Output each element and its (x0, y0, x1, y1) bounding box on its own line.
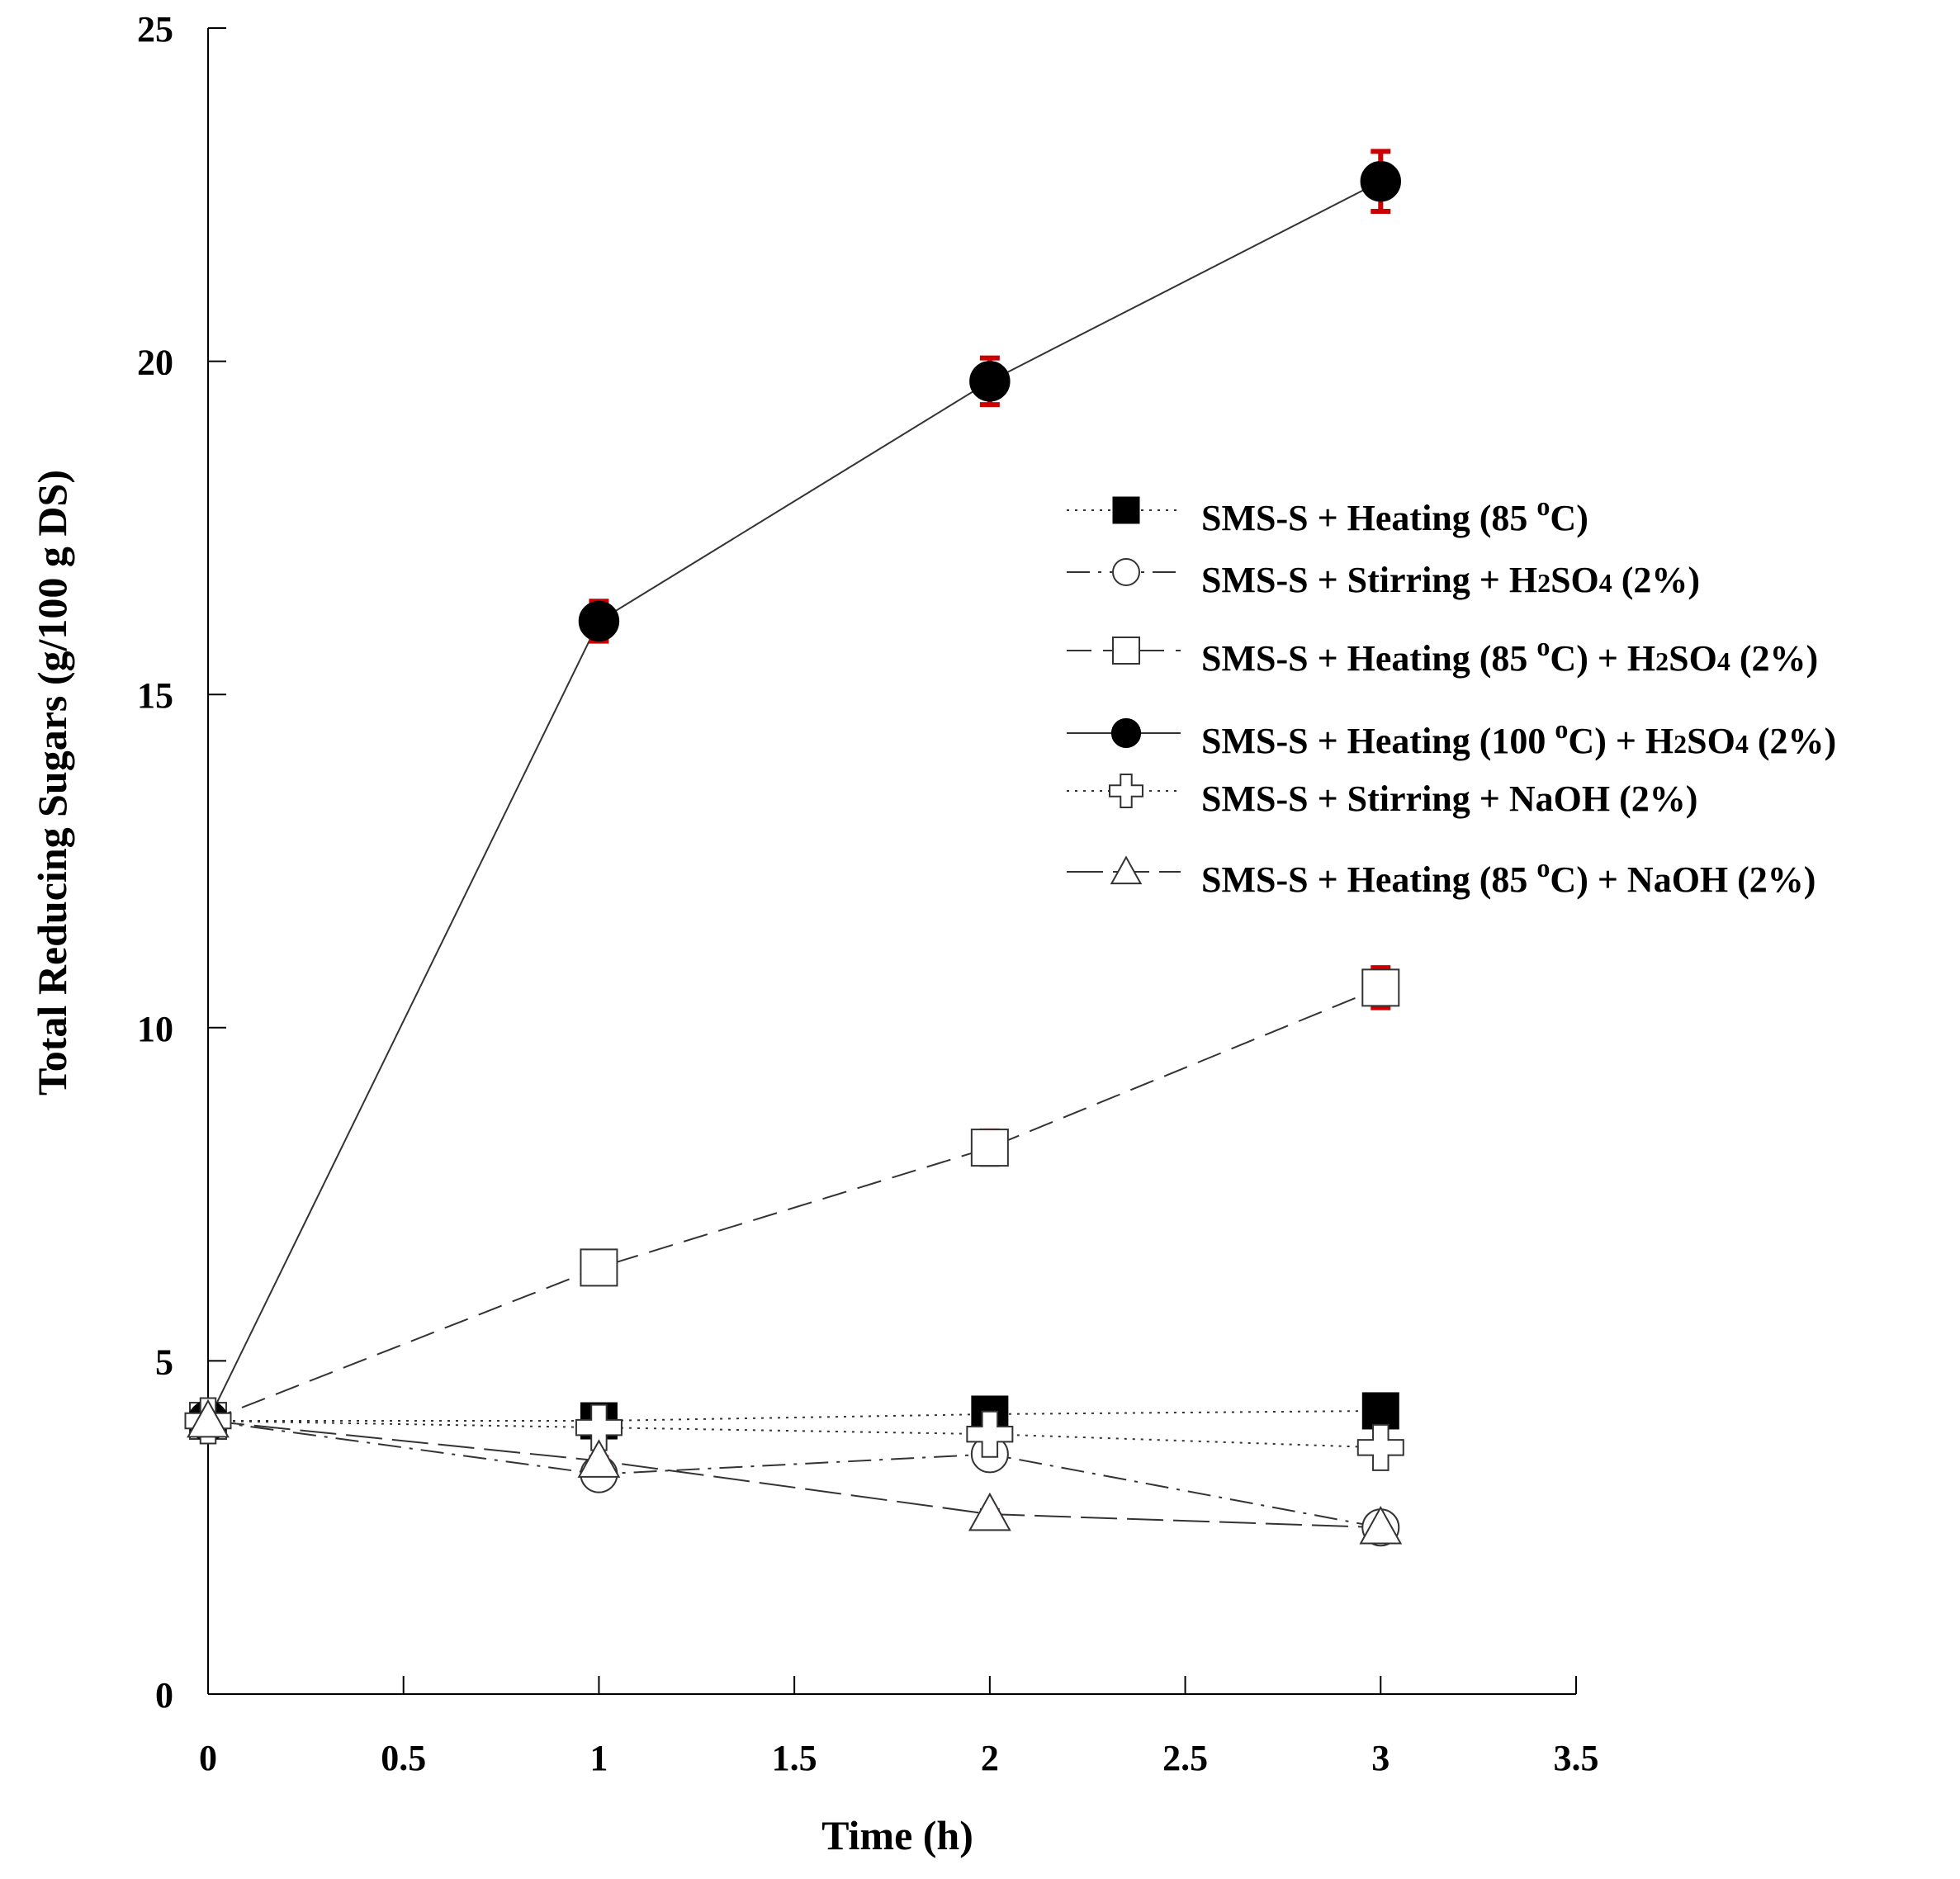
legend-label-part: 2 (1655, 646, 1669, 676)
legend-label-part: SMS-S + Stirring + NaOH (2%) (1201, 779, 1697, 819)
legend-label-part: SO (1669, 638, 1717, 679)
x-tick-label: 1.5 (772, 1738, 817, 1778)
legend: SMS-S + Heating (85 oC)SMS-S + Stirring … (1067, 491, 1836, 900)
legend-label-part: SMS-S + Heating (100 (1201, 721, 1555, 761)
series-line-2 (207, 1420, 1381, 1529)
open-triangle-marker (1110, 855, 1143, 885)
y-tick-label: 5 (155, 1342, 173, 1382)
legend-label-part: SMS-S + Stirring + H (1201, 560, 1537, 600)
series-line-4 (207, 180, 1381, 1422)
legend-label-part: 2 (1674, 729, 1687, 759)
x-tick-label: 3 (1371, 1738, 1390, 1778)
open-cross-marker (966, 1410, 1014, 1458)
open-circle-marker (1112, 558, 1140, 586)
legend-label-part: SMS-S + Heating (85 (1201, 638, 1536, 679)
legend-label-part: o (1536, 632, 1550, 661)
legend-label-part: C) (1550, 498, 1588, 538)
open-square-marker (580, 1248, 618, 1287)
y-tick-label: 15 (137, 675, 173, 716)
open-triangle-marker (968, 1492, 1011, 1531)
legend-label-part: 4 (1735, 729, 1749, 759)
legend-label-part: C) + NaOH (2%) (1550, 859, 1816, 900)
open-square-marker (1112, 637, 1140, 665)
x-tick-label: 0 (199, 1738, 217, 1778)
legend-label-part: o (1555, 714, 1568, 744)
legend-label-part: (2%) (1612, 560, 1700, 600)
legend-label-part: 2 (1537, 568, 1550, 598)
legend-label-6: SMS-S + Heating (85 oC) + NaOH (2%) (1201, 853, 1816, 900)
series-line-5 (207, 1420, 1381, 1449)
legend-label-part: C) + H (1550, 638, 1655, 679)
open-square-marker (970, 1129, 1009, 1167)
legend-label-part: (2%) (1749, 721, 1836, 761)
legend-label-part: 4 (1717, 646, 1730, 676)
open-cross-marker (1109, 774, 1143, 808)
markers (184, 160, 1404, 1547)
filled-circle-marker (969, 361, 1011, 402)
legend-label-1: SMS-S + Heating (85 oC) (1201, 491, 1588, 538)
legend-label-part: SMS-S + Heating (85 (1201, 498, 1536, 538)
series-lines (207, 180, 1381, 1529)
legend-label-part: 4 (1599, 568, 1612, 598)
open-cross-marker (1356, 1423, 1404, 1471)
legend-label-part: C) + H (1568, 721, 1674, 761)
y-axis-title: Total Reducing Sugars (g/100 g DS) (29, 470, 75, 1096)
x-tick-label: 0.5 (381, 1738, 426, 1778)
open-cross-marker (575, 1403, 623, 1451)
open-triangle-marker (577, 1439, 621, 1478)
x-tick-label: 3.5 (1554, 1738, 1599, 1778)
open-square-marker (1361, 968, 1400, 1007)
legend-label-part: o (1536, 491, 1550, 521)
series-line-6 (207, 1420, 1381, 1529)
filled-square-marker (1361, 1392, 1399, 1430)
series-line-1 (208, 1409, 1381, 1422)
error-bars (589, 149, 1391, 1536)
legend-label-3: SMS-S + Heating (85 oC) + H2SO4 (2%) (1201, 632, 1818, 679)
open-triangle-marker (1359, 1505, 1403, 1545)
filled-square-marker (1112, 496, 1140, 524)
x-tick-label: 2 (981, 1738, 999, 1778)
axes: 0 0.5 1 1.5 2 2.5 3 3.5 0 5 10 15 20 25 (137, 9, 1599, 1778)
filled-circle-marker (1360, 160, 1401, 202)
legend-label-part: o (1536, 853, 1550, 883)
filled-circle-marker (578, 600, 620, 642)
legend-label-4: SMS-S + Heating (100 oC) + H2SO4 (2%) (1201, 714, 1836, 761)
y-tick-label: 25 (137, 9, 173, 50)
y-tick-label: 20 (137, 343, 173, 383)
series-line-3 (207, 987, 1381, 1422)
x-tick-label: 2.5 (1162, 1738, 1208, 1778)
x-tick-label: 1 (589, 1738, 608, 1778)
filled-circle-marker (1110, 717, 1142, 749)
legend-label-part: SO (1550, 560, 1599, 600)
legend-label-part: SO (1687, 721, 1735, 761)
legend-label-5: SMS-S + Stirring + NaOH (2%) (1201, 779, 1697, 819)
y-tick-label: 10 (137, 1009, 173, 1049)
legend-label-2: SMS-S + Stirring + H2SO4 (2%) (1201, 560, 1700, 600)
y-tick-label: 0 (155, 1675, 173, 1716)
open-triangle-marker (187, 1399, 230, 1438)
legend-label-part: SMS-S + Heating (85 (1201, 859, 1536, 900)
legend-label-part: (2%) (1730, 638, 1818, 679)
x-axis-title: Time (h) (821, 1812, 973, 1858)
